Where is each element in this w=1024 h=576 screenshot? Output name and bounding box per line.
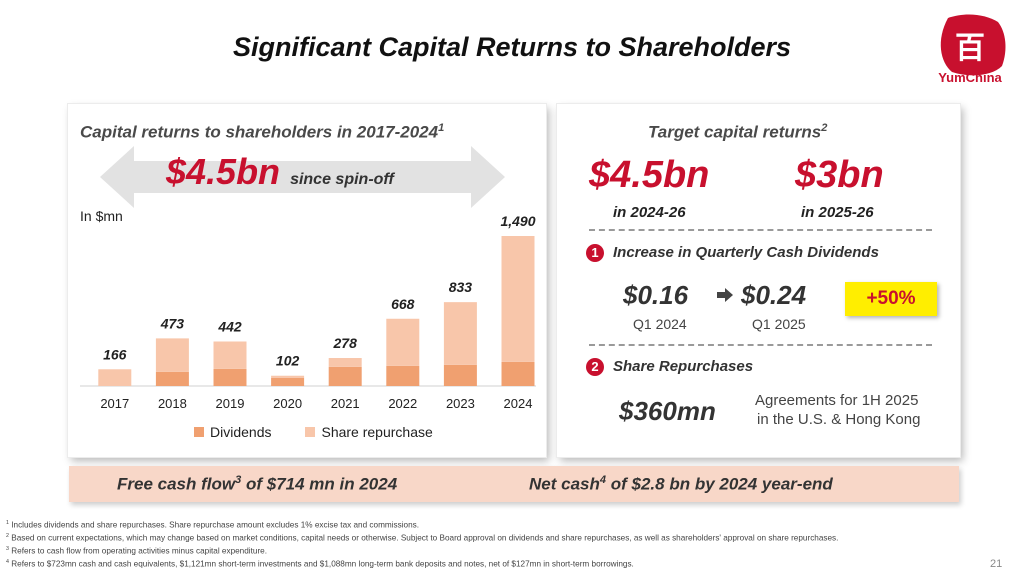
x-tick-label: 2021 <box>331 396 360 411</box>
target-title: Target capital returns2 <box>648 122 828 142</box>
footnotes: 1 Includes dividends and share repurchas… <box>6 518 996 571</box>
target-2024-26-period: in 2024-26 <box>613 204 686 221</box>
dividend-from-value: $0.16 <box>623 280 689 310</box>
divider <box>589 229 932 231</box>
bar-dividends-2021 <box>328 366 362 386</box>
legend-swatch-share-repurchase <box>305 427 316 437</box>
item-number-badge: 2 <box>586 358 604 376</box>
bar-total-label: 166 <box>103 346 127 362</box>
bar-share-repurchase-2020 <box>271 375 305 378</box>
yum-china-seal-icon: 百 <box>940 14 1006 76</box>
footnote: 1 Includes dividends and share repurchas… <box>6 520 420 530</box>
footnote: 2 Based on current expectations, which m… <box>6 533 839 543</box>
bar-total-label: 668 <box>391 296 415 312</box>
bar-share-repurchase-2018 <box>155 338 189 372</box>
bar-dividends-2022 <box>386 365 420 386</box>
bar-total-label: 278 <box>333 335 358 351</box>
x-tick-label: 2023 <box>446 396 475 411</box>
bar-total-label: 1,490 <box>500 213 535 229</box>
bar-dividends-2024 <box>501 361 535 386</box>
x-tick-label: 2018 <box>158 396 187 411</box>
svg-text:百: 百 <box>955 31 985 66</box>
repurchase-note-line1: Agreements for 1H 2025 <box>755 392 919 409</box>
x-tick-label: 2017 <box>100 396 129 411</box>
legend-swatch-dividends <box>194 427 204 437</box>
net-cash-text: Net cash4 of $2.8 bn by 2024 year-end <box>529 474 833 494</box>
bar-dividends-2019 <box>213 368 247 386</box>
logo-text: YumChina <box>938 70 1002 85</box>
x-tick-label: 2020 <box>273 396 302 411</box>
page-number: 21 <box>990 558 1003 570</box>
dividend-heading: Increase in Quarterly Cash Dividends <box>613 244 879 261</box>
bar-total-label: 442 <box>217 319 242 335</box>
arrow-right-icon <box>717 288 733 302</box>
dividend-to-period: Q1 2025 <box>752 316 806 332</box>
bar-total-label: 473 <box>160 315 185 331</box>
dividend-from-period: Q1 2024 <box>633 316 687 332</box>
bar-share-repurchase-2017 <box>98 369 132 386</box>
legend-label-share-repurchase: Share repurchase <box>321 424 433 440</box>
bar-dividends-2020 <box>271 377 305 386</box>
x-tick-label: 2022 <box>388 396 417 411</box>
bar-dividends-2023 <box>443 364 477 386</box>
chart-legend: Dividends Share repurchase <box>194 424 433 440</box>
page-title: Significant Capital Returns to Sharehold… <box>232 32 792 62</box>
divider <box>589 344 932 346</box>
bar-share-repurchase-2022 <box>386 318 420 366</box>
bar-share-repurchase-2023 <box>443 302 477 365</box>
target-2024-26-value: $4.5bn <box>589 154 710 196</box>
bar-total-label: 102 <box>276 353 300 369</box>
legend-label-dividends: Dividends <box>210 424 272 440</box>
capital-returns-panel: Capital returns to shareholders in 2017-… <box>68 104 546 457</box>
dividend-change-badge: +50% <box>845 282 937 316</box>
capital-returns-bar-chart: 166 2017 473 2018 442 2019 102 2020 278 2021 668 20… <box>80 213 536 411</box>
bar-share-repurchase-2021 <box>328 358 362 367</box>
target-2025-26-value: $3bn <box>795 154 884 196</box>
free-cash-flow-text: Free cash flow3 of $714 mn in 2024 <box>117 474 398 494</box>
total-since-spinoff: $4.5bn since spin-off <box>166 151 394 192</box>
x-tick-label: 2024 <box>504 396 533 411</box>
unit-label: In $mn <box>80 208 123 224</box>
x-tick-label: 2019 <box>216 396 245 411</box>
bar-dividends-2018 <box>155 371 189 386</box>
dividend-to-value: $0.24 <box>741 280 807 310</box>
repurchase-note-line2: in the U.S. & Hong Kong <box>757 411 921 428</box>
bar-share-repurchase-2024 <box>501 236 535 362</box>
target-2025-26-period: in 2025-26 <box>801 204 874 221</box>
bar-total-label: 833 <box>449 279 473 295</box>
repurchase-value: $360mn <box>619 396 716 426</box>
footnote: 3 Refers to cash flow from operating act… <box>6 546 267 557</box>
chart-title: Capital returns to shareholders in 2017-… <box>80 122 445 142</box>
bar-share-repurchase-2019 <box>213 341 247 369</box>
target-returns-panel: Target capital returns2 $4.5bn in 2024-2… <box>557 104 960 457</box>
footnote: 4 Refers to $723mn cash and cash equival… <box>6 559 634 570</box>
double-arrow-icon <box>100 146 505 208</box>
cash-summary-bar: Free cash flow3 of $714 mn in 2024 Net c… <box>69 466 959 502</box>
repurchase-heading: Share Repurchases <box>613 358 754 375</box>
item-number-badge: 1 <box>586 244 604 262</box>
